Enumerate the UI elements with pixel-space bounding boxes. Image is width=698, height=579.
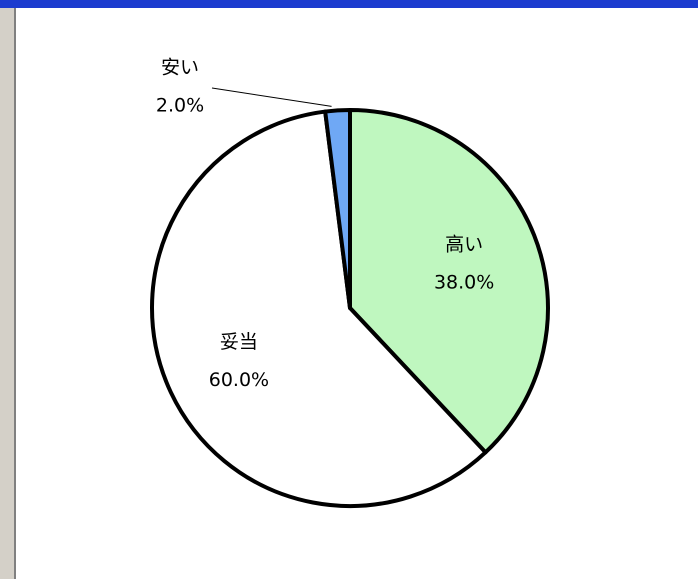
pie-slice (348, 108, 550, 455)
title-bar (0, 0, 698, 8)
slice-label: 安い (161, 57, 199, 79)
slice-value-label: 60.0% (209, 369, 269, 391)
slice-label: 高い (445, 233, 483, 255)
slice-label: 妥当 (220, 331, 258, 353)
leader-line (211, 87, 332, 107)
window-frame (0, 8, 14, 579)
slice-value-label: 38.0% (434, 271, 494, 293)
slice-value-label: 2.0% (156, 95, 204, 117)
pie-slice (323, 108, 352, 310)
pie-slice (150, 109, 488, 508)
